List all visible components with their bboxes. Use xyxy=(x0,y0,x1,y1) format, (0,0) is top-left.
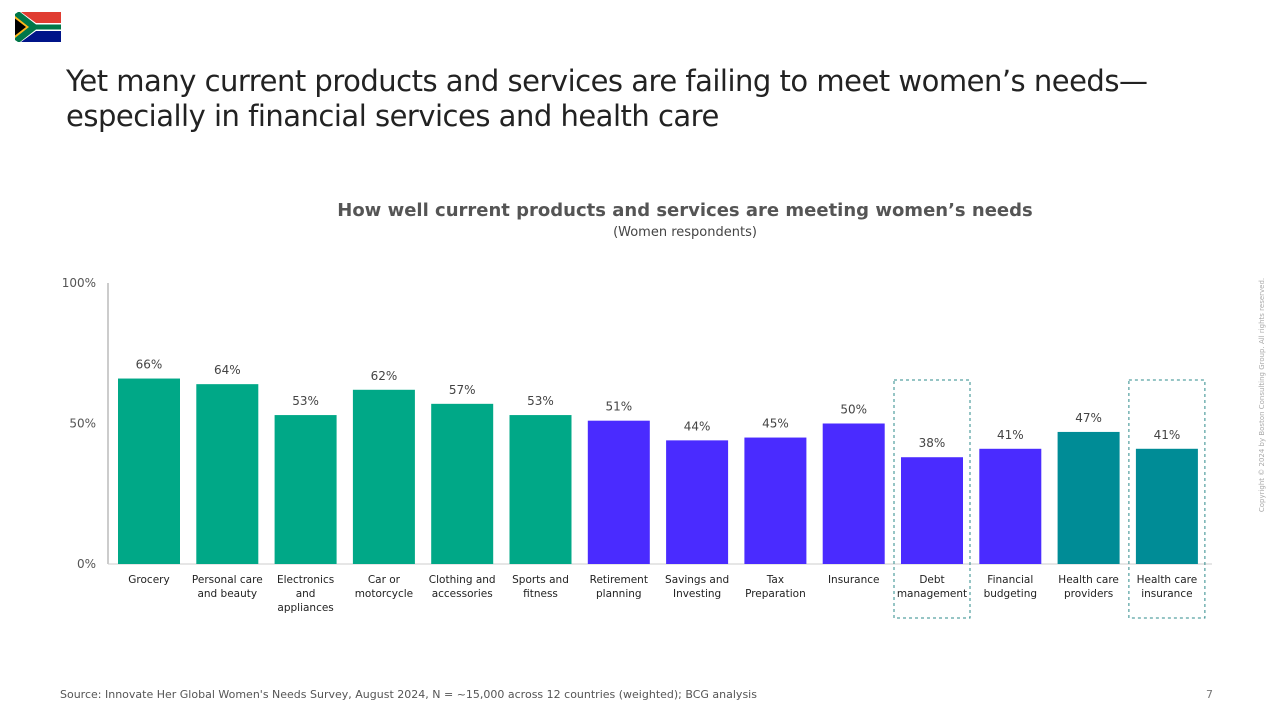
title-line-2: especially in financial services and hea… xyxy=(66,99,719,133)
data-label: 38% xyxy=(919,436,946,450)
title-line-1: Yet many current products and services a… xyxy=(66,64,1148,98)
data-label: 64% xyxy=(214,363,241,377)
data-label: 53% xyxy=(527,394,554,408)
bar xyxy=(901,457,963,564)
chart-title: How well current products and services a… xyxy=(337,200,1033,221)
highlight-box xyxy=(893,379,971,619)
x-tick-label: and beauty xyxy=(197,588,257,600)
bar xyxy=(352,389,415,564)
highlight-box xyxy=(1128,379,1206,619)
x-tick-label: providers xyxy=(1064,588,1113,600)
x-tick-label: Clothing and xyxy=(429,574,496,586)
x-tick-label: planning xyxy=(596,588,642,600)
y-tick-label: 0% xyxy=(77,557,96,571)
bar xyxy=(196,384,259,564)
x-tick-label: budgeting xyxy=(984,588,1037,600)
bar xyxy=(274,415,337,564)
bar xyxy=(118,378,180,564)
y-tick-label: 100% xyxy=(62,276,96,290)
x-tick-label: fitness xyxy=(523,588,558,600)
chart-subtitle: (Women respondents) xyxy=(613,225,757,240)
x-tick-label: Sports and xyxy=(512,574,569,586)
x-tick-label: Debt xyxy=(919,574,944,586)
data-label: 41% xyxy=(997,428,1024,442)
source-note: Source: Innovate Her Global Women's Need… xyxy=(60,688,757,701)
y-tick-label: 50% xyxy=(69,417,96,431)
bar xyxy=(822,423,885,564)
x-tick-label: Financial xyxy=(987,574,1033,586)
data-label: 51% xyxy=(605,400,632,414)
data-label: 66% xyxy=(136,358,163,372)
data-label: 57% xyxy=(449,383,476,397)
x-tick-label: insurance xyxy=(1141,588,1192,600)
data-label: 41% xyxy=(1154,428,1181,442)
bar xyxy=(1057,431,1120,564)
south-africa-flag-icon xyxy=(15,12,61,42)
data-label: 53% xyxy=(292,394,319,408)
x-tick-label: Car or xyxy=(368,574,401,586)
x-tick-label: accessories xyxy=(432,588,493,600)
bar xyxy=(431,403,494,564)
x-tick-label: Tax xyxy=(766,574,784,586)
x-tick-label: and xyxy=(296,588,316,600)
x-tick-label: Retirement xyxy=(590,574,648,586)
x-tick-label: Personal care xyxy=(192,574,263,586)
bar xyxy=(509,415,572,564)
bar xyxy=(666,440,729,564)
x-tick-label: Investing xyxy=(673,588,721,600)
x-tick-label: Grocery xyxy=(128,574,169,586)
bar xyxy=(587,420,650,564)
data-label: 50% xyxy=(840,403,867,417)
bar xyxy=(744,437,807,564)
x-tick-label: Savings and xyxy=(665,574,729,586)
bar xyxy=(1135,448,1198,564)
x-tick-label: Health care xyxy=(1058,574,1119,586)
data-label: 47% xyxy=(1075,411,1102,425)
copyright-note: Copyright © 2024 by Boston Consulting Gr… xyxy=(1258,277,1266,513)
x-tick-label: motorcycle xyxy=(355,588,413,600)
page-title: Yet many current products and services a… xyxy=(66,64,1148,134)
x-tick-label: Insurance xyxy=(828,574,880,586)
x-tick-label: Health care xyxy=(1137,574,1198,586)
x-tick-label: Preparation xyxy=(745,588,806,600)
data-label: 62% xyxy=(371,369,398,383)
x-tick-label: Electronics xyxy=(277,574,334,586)
x-tick-label: appliances xyxy=(277,602,333,614)
data-label: 44% xyxy=(684,419,711,433)
page-number: 7 xyxy=(1206,688,1213,701)
data-label: 45% xyxy=(762,417,789,431)
x-tick-label: management xyxy=(897,588,967,600)
bar xyxy=(979,448,1042,564)
